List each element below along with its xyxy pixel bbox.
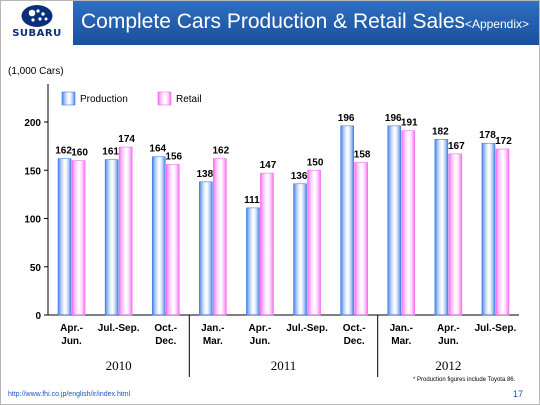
footnote: * Production figures include Toyota 86. bbox=[413, 377, 516, 383]
data-label: 111 bbox=[244, 195, 260, 206]
data-label: 158 bbox=[354, 150, 371, 161]
x-category-label: Jun. bbox=[61, 336, 82, 347]
data-label: 191 bbox=[401, 118, 418, 129]
subaru-wordmark: SUBARU bbox=[12, 28, 62, 39]
x-category-label: Oct.- bbox=[154, 323, 177, 334]
year-label: 2012 bbox=[435, 358, 461, 373]
bar-retail bbox=[71, 160, 86, 316]
x-category-label: Mar. bbox=[391, 336, 411, 347]
bar-production bbox=[293, 183, 307, 316]
data-label: 182 bbox=[432, 126, 449, 137]
bar-retail bbox=[260, 172, 274, 316]
appendix-label: <Appendix> bbox=[464, 17, 529, 31]
bar-production bbox=[387, 125, 402, 316]
data-label: 178 bbox=[479, 130, 496, 141]
y-tick-label: 0 bbox=[35, 311, 41, 322]
x-category-label: Jan.- bbox=[390, 323, 413, 334]
x-category-label: Mar. bbox=[203, 336, 223, 347]
x-category-label: Dec. bbox=[155, 336, 176, 347]
bar-retail bbox=[213, 158, 227, 316]
y-axis-unit-label: (1,000 Cars) bbox=[8, 66, 64, 77]
data-label: 161 bbox=[102, 147, 119, 158]
bar-retail bbox=[354, 162, 368, 316]
legend-swatch-retail bbox=[157, 91, 172, 106]
legend-label-production: Production bbox=[80, 94, 128, 105]
bar-retail bbox=[401, 130, 416, 316]
legend-label-retail: Retail bbox=[176, 94, 202, 105]
data-label: 160 bbox=[71, 148, 88, 159]
data-label: 156 bbox=[165, 151, 182, 162]
bar-production bbox=[340, 125, 354, 316]
bar-production bbox=[151, 156, 166, 316]
year-label: 2011 bbox=[271, 358, 297, 373]
title-bar: Complete Cars Production & Retail Sales … bbox=[73, 1, 539, 45]
bar-retail bbox=[165, 164, 180, 316]
x-category-label: Oct.- bbox=[343, 323, 366, 334]
data-label: 172 bbox=[495, 136, 512, 147]
bar-retail bbox=[307, 169, 321, 316]
data-label: 162 bbox=[55, 146, 72, 157]
bar-production bbox=[481, 142, 496, 316]
data-label: 196 bbox=[338, 113, 355, 124]
data-label: 164 bbox=[149, 144, 166, 155]
bar-production bbox=[199, 181, 213, 316]
bar-retail bbox=[448, 153, 463, 316]
x-category-label: Jun. bbox=[250, 336, 271, 347]
data-label: 162 bbox=[213, 146, 230, 157]
bar-production bbox=[434, 139, 449, 316]
bar-production bbox=[246, 207, 260, 316]
year-label: 2010 bbox=[106, 358, 132, 373]
data-label: 138 bbox=[197, 169, 214, 180]
x-category-label: Jul.-Sep. bbox=[475, 323, 517, 334]
bar-production bbox=[104, 159, 119, 316]
bar-retail bbox=[495, 148, 510, 316]
x-category-label: Apr.- bbox=[249, 323, 272, 334]
y-tick-label: 150 bbox=[24, 166, 41, 177]
legend-swatch-production bbox=[61, 91, 76, 106]
x-category-label: Dec. bbox=[344, 336, 365, 347]
data-label: 150 bbox=[307, 157, 324, 168]
footer-url: http://www.fhi.co.jp/english/ir/index.ht… bbox=[8, 391, 131, 398]
x-category-label: Jul.-Sep. bbox=[286, 323, 328, 334]
y-tick-label: 200 bbox=[24, 118, 41, 129]
data-label: 136 bbox=[291, 171, 308, 182]
x-category-label: Apr.- bbox=[60, 323, 83, 334]
page-number: 17 bbox=[513, 389, 524, 399]
data-label: 174 bbox=[118, 134, 135, 145]
data-label: 167 bbox=[448, 141, 465, 152]
bar-production bbox=[57, 158, 72, 316]
pleiades-star-icon bbox=[21, 5, 53, 27]
y-tick-label: 50 bbox=[30, 263, 42, 274]
data-label: 196 bbox=[385, 113, 402, 124]
bar-retail bbox=[118, 146, 133, 316]
x-category-label: Jan.- bbox=[201, 323, 224, 334]
header: SUBARU Complete Cars Production & Retail… bbox=[1, 1, 539, 45]
y-tick-label: 100 bbox=[24, 215, 41, 226]
data-label: 147 bbox=[260, 160, 277, 171]
x-category-label: Jul.-Sep. bbox=[98, 323, 140, 334]
x-category-label: Jun. bbox=[438, 336, 459, 347]
subaru-logo: SUBARU bbox=[1, 1, 73, 45]
page-title: Complete Cars Production & Retail Sales bbox=[81, 10, 466, 33]
x-category-label: Apr.- bbox=[437, 323, 460, 334]
